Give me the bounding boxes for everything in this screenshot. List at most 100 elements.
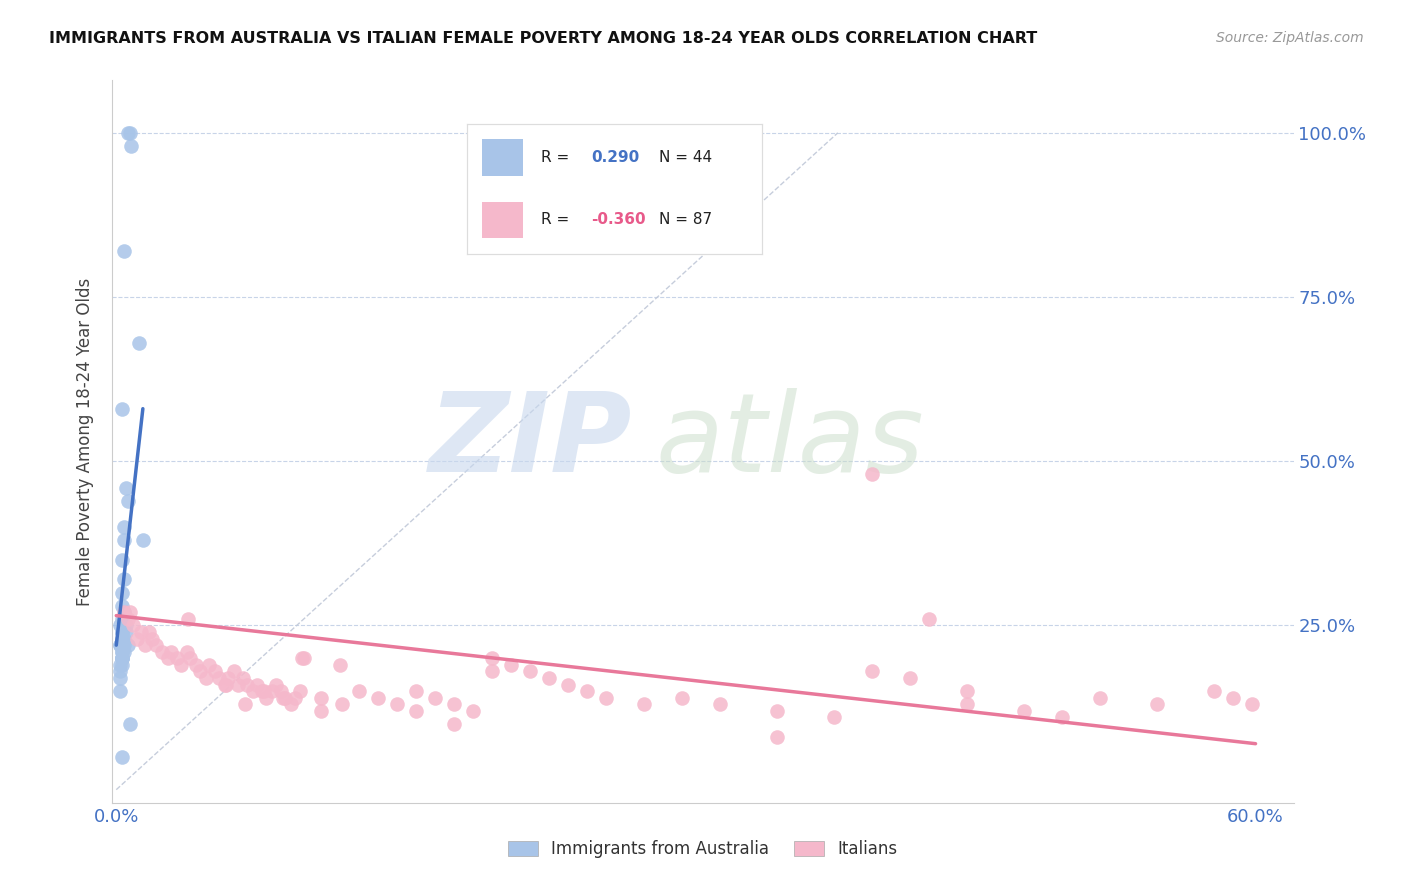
Point [108,638,131,652]
Point [425,690,447,705]
Text: IMMIGRANTS FROM AUSTRALIA VS ITALIAN FEMALE POVERTY AMONG 18-24 YEAR OLDS CORREL: IMMIGRANTS FROM AUSTRALIA VS ITALIAN FEM… [49,31,1038,46]
Point [481,651,503,665]
Point [311,704,333,718]
Point [405,704,427,718]
Point [232,671,254,685]
Point [111,625,134,640]
Point [111,553,134,567]
Point [1202,684,1225,698]
Point [349,684,371,698]
Point [138,625,160,640]
Point [217,671,239,685]
Point [108,665,131,679]
Point [956,684,979,698]
Point [127,632,149,646]
Point [918,612,941,626]
Point [463,704,485,718]
Point [1222,690,1244,705]
Point [108,684,131,698]
Point [118,717,141,731]
Point [150,645,173,659]
Point [443,698,465,712]
Point [1240,698,1263,712]
Point [112,605,135,619]
Point [671,690,693,705]
Point [111,612,134,626]
Point [132,533,155,547]
Point [226,677,249,691]
Point [108,671,131,685]
Point [208,671,231,685]
Point [111,638,134,652]
Point [111,638,134,652]
Point [291,651,314,665]
Point [112,645,135,659]
Point [177,612,200,626]
Point [538,671,561,685]
Point [235,698,257,712]
Point [111,651,134,665]
Point [108,638,131,652]
Point [1050,710,1073,724]
Point [194,671,217,685]
Point [252,684,274,698]
Point [111,651,134,665]
Point [111,632,134,646]
Point [405,684,427,698]
Point [956,698,979,712]
Point [236,677,259,691]
Point [222,665,245,679]
Point [290,684,312,698]
Point [292,651,315,665]
Point [184,657,207,672]
Point [111,645,134,659]
Point [111,749,134,764]
Text: ZIP: ZIP [429,388,633,495]
Point [111,651,134,665]
Point [254,690,277,705]
Point [112,244,135,258]
Point [112,520,135,534]
Point [1146,698,1168,712]
Point [766,730,789,744]
Point [117,612,139,626]
Point [112,632,135,646]
Y-axis label: Female Poverty Among 18-24 Year Olds: Female Poverty Among 18-24 Year Olds [76,277,94,606]
Point [114,625,136,640]
Point [108,657,131,672]
Point [253,684,276,698]
Point [860,467,883,482]
Point [156,651,179,665]
Point [387,698,409,712]
Point [329,657,352,672]
Point [145,638,167,652]
Point [166,651,188,665]
Point [367,690,389,705]
Point [481,665,503,679]
Point [633,698,655,712]
Point [118,126,141,140]
Point [823,710,845,724]
Point [242,684,264,698]
Point [118,605,141,619]
Point [128,336,150,351]
Point [1088,690,1111,705]
Point [273,690,295,705]
Point [117,126,139,140]
Point [117,638,139,652]
Point [1012,704,1035,718]
Point [709,698,731,712]
Point [134,638,156,652]
Point [176,645,198,659]
Point [141,632,163,646]
Text: atlas: atlas [655,388,924,495]
Point [274,690,297,705]
Point [280,698,302,712]
Point [443,717,465,731]
Point [112,573,135,587]
Point [114,618,136,632]
Point [264,677,287,691]
Point [214,677,236,691]
Legend: Immigrants from Australia, Italians: Immigrants from Australia, Italians [499,832,907,867]
Point [117,493,139,508]
